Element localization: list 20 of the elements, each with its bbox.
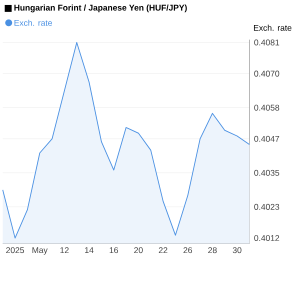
x-tick-label: 30 <box>232 247 242 253</box>
x-tick-label: 22 <box>158 247 168 253</box>
y-tick-label: 0.4070 <box>254 70 280 76</box>
legend-label: Exch. rate <box>14 20 52 26</box>
y-axis-title: Exch. rate <box>254 24 292 31</box>
x-tick-label: 16 <box>110 247 118 253</box>
y-tick-label: 0.4081 <box>254 39 280 46</box>
y-tick-label: 0.4023 <box>254 204 280 210</box>
chart-title: Hungarian Forint / Japanese Yen (HUF/JPY) <box>14 4 187 12</box>
x-tick-label: May <box>32 247 48 255</box>
x-tick-label: 28 <box>208 247 217 253</box>
y-tick-label: 0.4058 <box>254 104 280 110</box>
x-tick-label: 14 <box>85 247 94 253</box>
x-tick-label: 20 <box>134 247 143 253</box>
y-tick-label: 0.4012 <box>254 234 280 241</box>
y-tick-label: 0.4047 <box>254 136 280 142</box>
x-tick-label: 2025 <box>6 247 24 253</box>
x-tick-label: 26 <box>184 247 192 253</box>
y-tick-label: 0.4035 <box>254 170 280 176</box>
x-tick-label: 12 <box>60 247 69 253</box>
